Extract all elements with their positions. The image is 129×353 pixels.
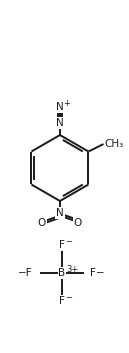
- Text: N: N: [56, 118, 64, 128]
- Text: O: O: [38, 218, 46, 228]
- Text: −F: −F: [18, 268, 33, 278]
- Text: −: −: [65, 293, 72, 302]
- Text: CH₃: CH₃: [104, 138, 124, 149]
- Text: −: −: [65, 237, 72, 246]
- Text: O: O: [74, 218, 82, 228]
- Text: B: B: [58, 268, 66, 278]
- Text: +: +: [63, 99, 70, 108]
- Text: N: N: [56, 102, 64, 112]
- Text: F−: F−: [90, 268, 104, 278]
- Text: F: F: [59, 240, 65, 250]
- Text: N: N: [56, 208, 64, 218]
- Text: 3+: 3+: [66, 265, 78, 274]
- Text: F: F: [59, 296, 65, 306]
